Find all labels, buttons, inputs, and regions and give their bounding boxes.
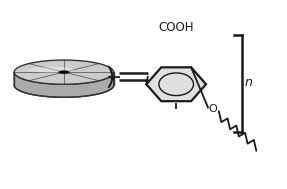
Polygon shape <box>14 72 114 97</box>
Ellipse shape <box>29 67 74 73</box>
Ellipse shape <box>59 71 69 74</box>
Polygon shape <box>146 67 206 101</box>
Ellipse shape <box>14 60 114 84</box>
Text: COOH: COOH <box>158 21 194 34</box>
Text: O: O <box>209 104 218 114</box>
Text: n: n <box>245 76 252 89</box>
